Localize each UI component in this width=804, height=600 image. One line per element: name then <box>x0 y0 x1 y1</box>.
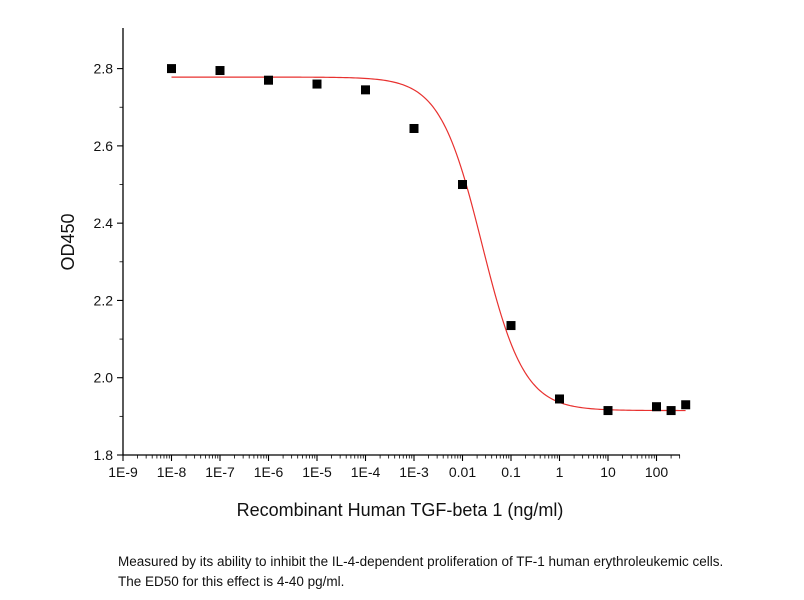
caption-line-2: The ED50 for this effect is 4-40 pg/ml. <box>118 574 345 589</box>
fit-curve <box>171 76 686 412</box>
data-point <box>555 394 564 404</box>
data-point <box>458 180 467 190</box>
y-tick-label: 2.8 <box>94 61 114 77</box>
data-point <box>312 79 322 89</box>
y-tick-label: 2.6 <box>94 138 114 154</box>
data-point <box>215 66 225 76</box>
data-point <box>681 400 691 410</box>
data-point <box>666 406 676 416</box>
axes <box>122 28 680 456</box>
data-point <box>652 402 661 412</box>
x-ticks: 1E-9 1E-8 1E-7 1E-6 1E-5 1E-4 1E-3 0.01 0.1 1 10 10… <box>108 455 681 480</box>
x-axis-title: Recombinant Human TGF-beta 1 (ng/ml) <box>237 500 564 520</box>
data-point <box>409 123 419 133</box>
y-tick-label: 2.2 <box>94 292 114 308</box>
y-axis-title: OD450 <box>58 213 78 270</box>
y-tick-label: 1.8 <box>94 447 114 463</box>
data-point <box>506 321 516 331</box>
x-tick-label: 1E-6 <box>254 464 284 480</box>
data-points <box>167 64 691 416</box>
data-point <box>361 85 370 95</box>
data-point <box>167 64 176 74</box>
x-tick-label: 0.01 <box>449 464 476 480</box>
x-tick-label: 1E-8 <box>157 464 187 480</box>
x-tick-label: 10 <box>600 464 616 480</box>
x-tick-label: 1E-9 <box>108 464 138 480</box>
x-tick-label: 0.1 <box>501 464 521 480</box>
x-tick-label: 1E-3 <box>399 464 429 480</box>
y-tick-label: 2.4 <box>94 215 114 231</box>
caption: Measured by its ability to inhibit the I… <box>118 552 798 592</box>
dose-response-chart: 1E-9 1E-8 1E-7 1E-6 1E-5 1E-4 1E-3 0.01 0.1 1 10 10… <box>58 28 691 520</box>
x-tick-label: 1E-4 <box>351 464 381 480</box>
y-ticks: 1.8 2.0 2.2 2.4 2.6 2.8 <box>94 61 123 463</box>
data-point <box>603 406 613 416</box>
x-tick-label: 100 <box>645 464 669 480</box>
caption-line-1: Measured by its ability to inhibit the I… <box>118 554 724 569</box>
x-tick-label: 1E-5 <box>302 464 332 480</box>
y-tick-label: 2.0 <box>94 370 114 386</box>
data-point <box>264 75 273 85</box>
x-tick-label: 1E-7 <box>205 464 235 480</box>
x-tick-label: 1 <box>556 464 564 480</box>
